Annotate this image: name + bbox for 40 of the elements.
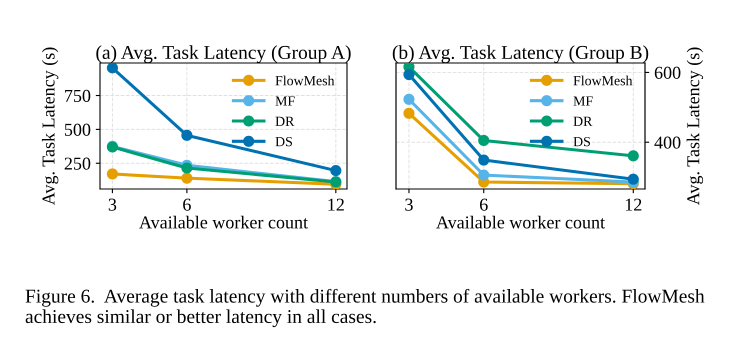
y-tick-label: 250 (64, 158, 90, 170)
legend-label: DS (275, 136, 292, 146)
legend-label: DS (573, 136, 590, 146)
point (106, 63, 118, 74)
x-tick-label: 3 (108, 198, 116, 211)
point (181, 172, 192, 184)
y-tick-label: 500 (64, 124, 90, 136)
legend-label: MF (573, 96, 593, 106)
point (628, 150, 639, 162)
point (478, 169, 490, 181)
chart-title: (a) Avg. Task Latency (Group A) (96, 45, 351, 63)
point (181, 162, 192, 174)
x-tick-label: 12 (328, 198, 344, 211)
y-tick-label: 750 (65, 90, 90, 102)
chart-title: (b) Avg. Task Latency (Group B) (392, 45, 648, 63)
y2-tick-label: 600 (654, 66, 680, 79)
y2-axis-title: Avg. Task Latency (s) (686, 48, 704, 206)
x-tick-label: 12 (626, 198, 642, 211)
point (478, 154, 490, 166)
legend-label: FlowMesh (275, 76, 334, 86)
point (106, 168, 118, 180)
legend-label: MF (275, 96, 295, 106)
point (330, 165, 342, 176)
x-axis-title: Available worker count (139, 216, 308, 228)
legend-label: FlowMesh (573, 76, 632, 86)
caption: Figure 6. Average task latency with different numbers of available workers. FlowMesh achieves similar or better latency in all cases. (26, 288, 704, 328)
point (403, 94, 415, 105)
x-axis-title: Available worker count (436, 216, 605, 228)
point (478, 134, 490, 146)
legend-label: DR (275, 116, 294, 126)
x-tick-label: 6 (183, 198, 191, 211)
legend-label: DR (573, 116, 592, 126)
y-axis-title: Avg. Task Latency (s) (42, 48, 58, 206)
point (403, 68, 415, 80)
y2-tick-label: 400 (654, 136, 680, 149)
point (181, 130, 192, 141)
x-tick-label: 6 (480, 198, 488, 211)
point (403, 108, 415, 119)
x-tick-label: 3 (405, 198, 413, 211)
point (628, 174, 639, 185)
